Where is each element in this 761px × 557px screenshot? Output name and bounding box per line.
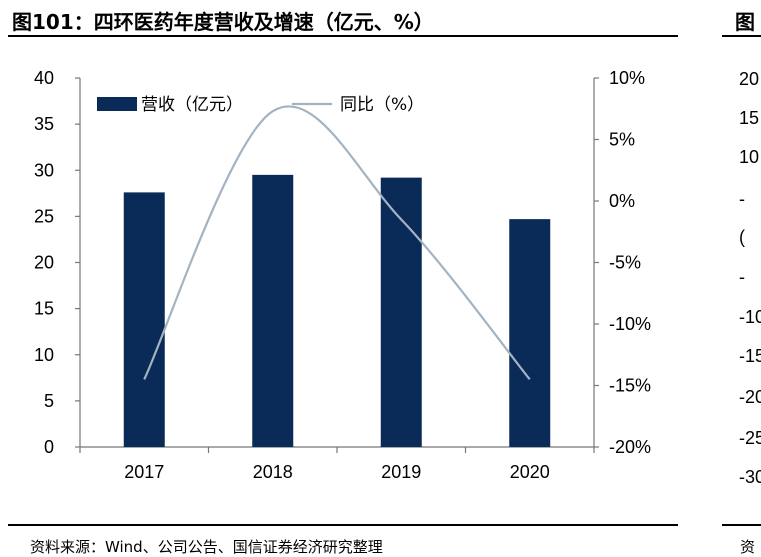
source-rule-right	[722, 524, 761, 526]
left-tick-label: 5	[44, 391, 54, 411]
left-tick-label: 20	[34, 253, 54, 273]
revenue-bar	[123, 192, 165, 447]
left-tick-label: 0	[44, 437, 54, 457]
right-tick-label: -10%	[609, 314, 651, 334]
x-tick-label: 2019	[381, 462, 421, 482]
adjacent-chart-tick-fragment: -10	[739, 307, 761, 327]
title-rule-left	[8, 35, 678, 37]
revenue-bar	[380, 177, 422, 447]
right-tick-label: -5%	[609, 253, 641, 273]
adjacent-chart-tick-fragment: -30	[739, 467, 761, 487]
x-tick-label: 2020	[510, 462, 550, 482]
source-note: 资料来源：Wind、公司公告、国信证券经济研究整理	[30, 538, 383, 556]
adjacent-source-fragment: 资	[740, 538, 756, 556]
adjacent-chart-tick-fragment: (	[739, 227, 745, 247]
adjacent-chart-title-fragment: 图	[735, 10, 755, 34]
left-tick-label: 35	[34, 114, 54, 134]
adjacent-chart-tick-fragment: 15	[739, 108, 759, 128]
revenue-bar	[509, 219, 551, 447]
left-tick-label: 10	[34, 345, 54, 365]
x-tick-label: 2018	[253, 462, 293, 482]
legend-bar-swatch	[97, 97, 137, 111]
chart-title: 图101：四环医药年度营收及增速（亿元、%）	[12, 10, 434, 34]
growth-line	[143, 105, 531, 381]
left-tick-label: 25	[34, 206, 54, 226]
right-tick-label: 10%	[609, 68, 645, 88]
legend-line-label: 同比（%）	[340, 95, 424, 115]
x-tick-label: 2017	[124, 462, 164, 482]
right-tick-label: -15%	[609, 376, 651, 396]
right-tick-label: 0%	[609, 191, 635, 211]
adjacent-chart-tick-fragment: 20	[739, 69, 759, 89]
left-tick-label: 40	[34, 68, 54, 88]
adjacent-chart-tick-fragment: -	[739, 189, 745, 209]
adjacent-chart-tick-fragment: -	[739, 267, 745, 287]
right-tick-label: 5%	[609, 130, 635, 150]
left-tick-label: 30	[34, 160, 54, 180]
revenue-bar	[252, 174, 294, 448]
adjacent-chart-tick-fragment: -15	[739, 346, 761, 366]
adjacent-chart-tick-fragment: 10	[739, 147, 759, 167]
source-rule-left	[8, 524, 678, 526]
adjacent-chart-tick-fragment: -25	[739, 428, 761, 448]
adjacent-chart-tick-fragment: -20	[739, 387, 761, 407]
legend-bar-label: 营收（亿元）	[141, 95, 243, 115]
title-rule-right	[722, 35, 761, 37]
right-tick-label: -20%	[609, 437, 651, 457]
left-tick-label: 15	[34, 299, 54, 319]
